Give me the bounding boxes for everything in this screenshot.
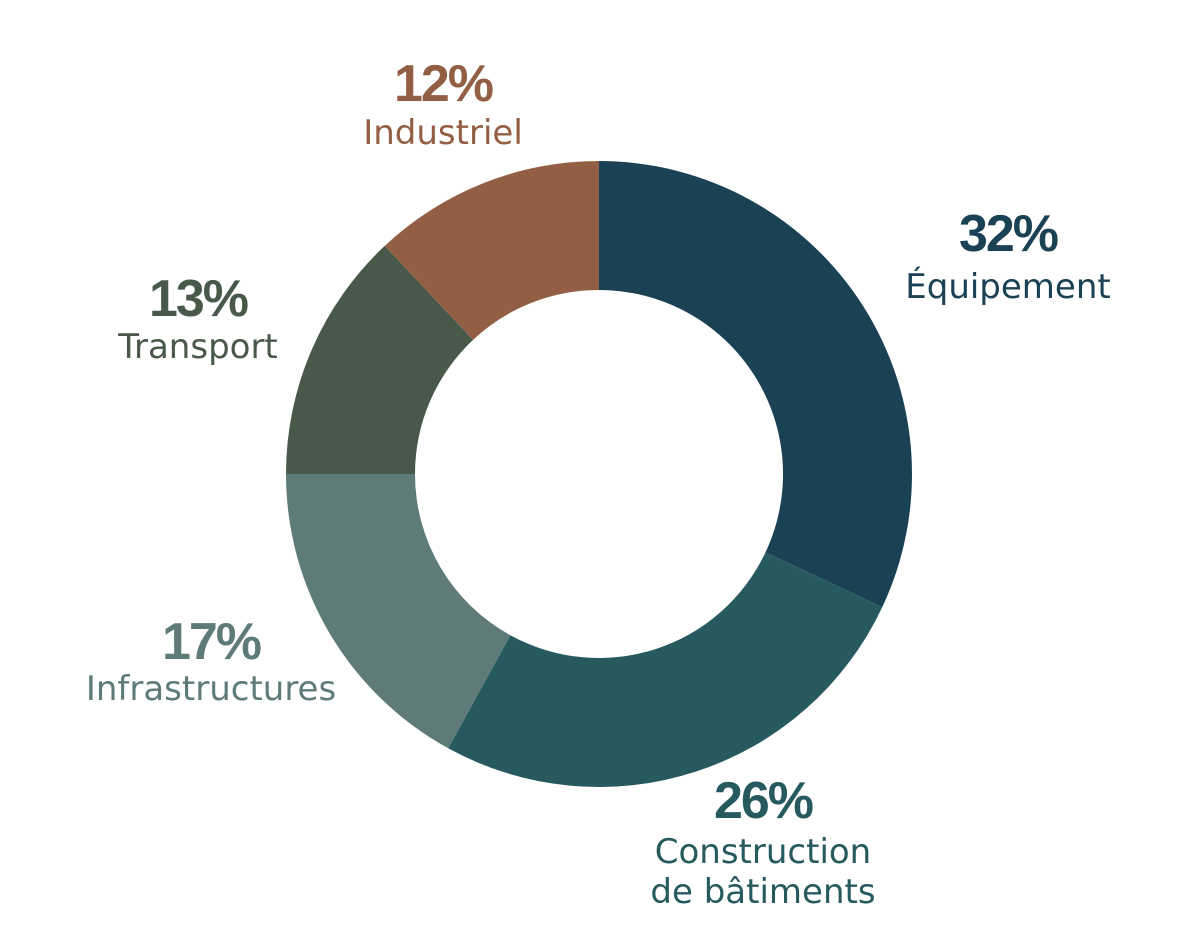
slice-4 [384, 161, 599, 340]
slice-1 [448, 552, 883, 788]
slice-value-label: 26% [714, 772, 813, 830]
slice-category-label: Équipement [905, 266, 1110, 307]
slice-2 [286, 474, 511, 749]
slice-value-label: 32% [959, 205, 1058, 263]
slice-0 [599, 161, 913, 608]
slice-value-label: 13% [149, 270, 248, 328]
slice-category-label: de bâtiments [650, 872, 875, 912]
slice-3 [286, 245, 474, 474]
slice-value-label: 17% [162, 613, 261, 671]
slice-category-label: Construction [655, 832, 871, 872]
slice-category-label: Infrastructures [86, 669, 336, 709]
slice-category-label: Industriel [363, 113, 523, 153]
slice-value-label: 12% [394, 55, 493, 113]
slice-category-label: Transport [117, 327, 278, 367]
